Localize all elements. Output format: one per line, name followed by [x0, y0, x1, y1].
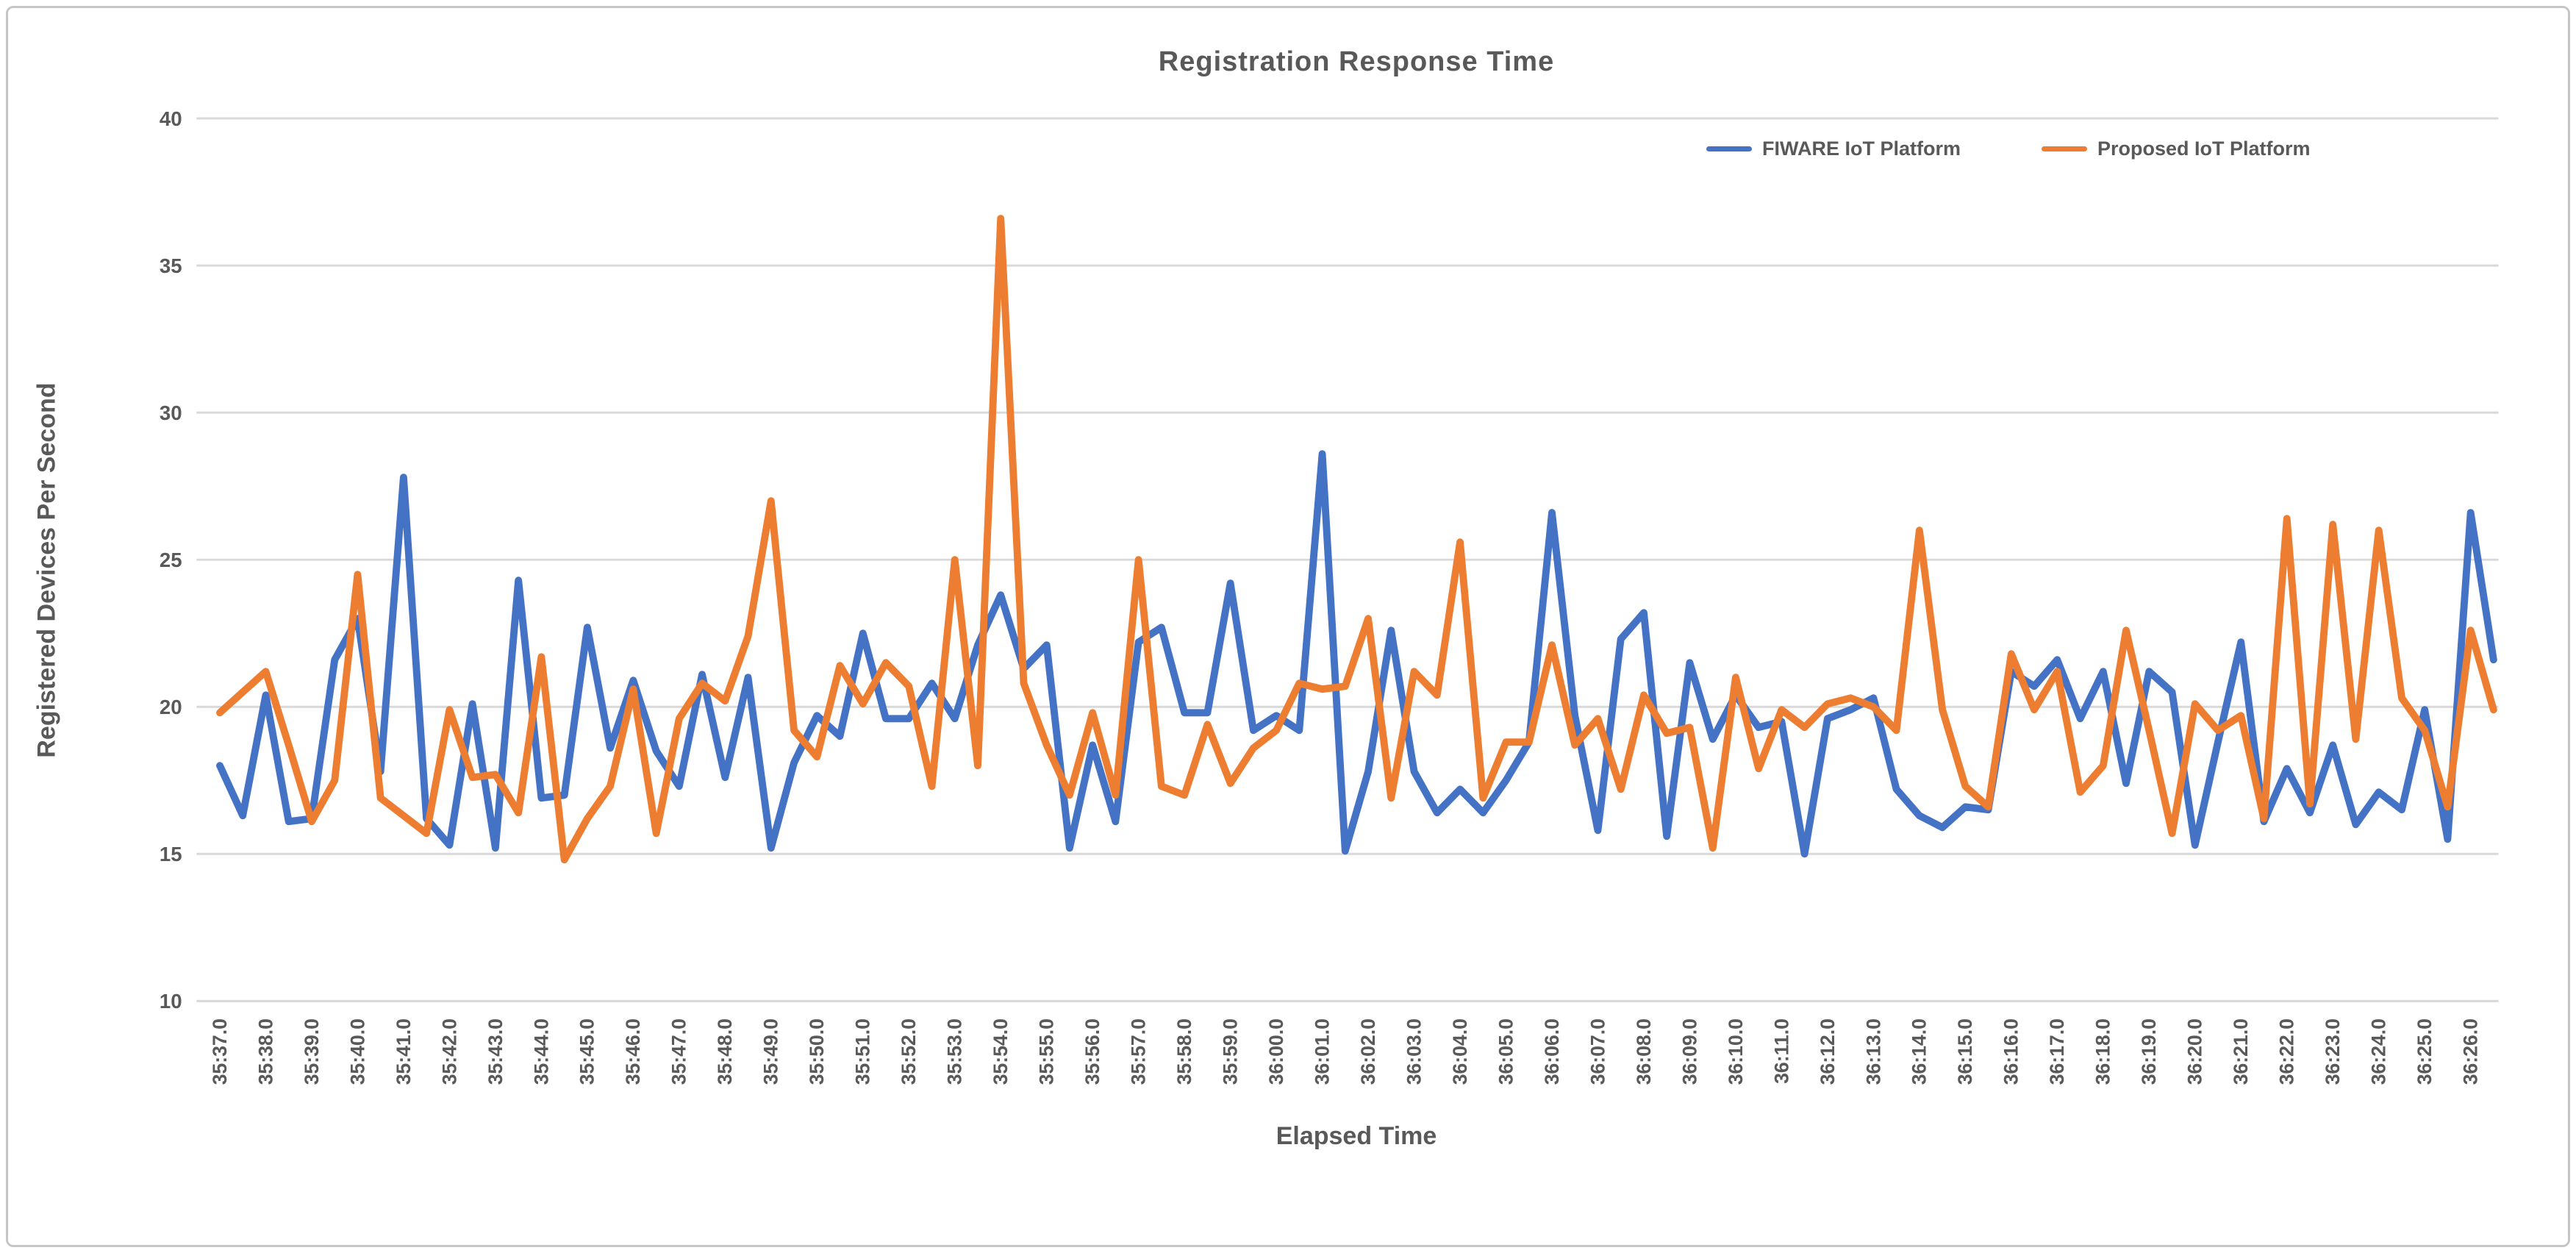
x-tick-label-36:10.0: 36:10.0	[1725, 1018, 1747, 1085]
x-tick-label-35:43.0: 35:43.0	[484, 1018, 507, 1085]
fiware-line-swatch	[1706, 146, 1752, 151]
legend-item-proposed[interactable]: Proposed IoT Platform	[2042, 138, 2311, 160]
x-tick-label-36:12.0: 36:12.0	[1817, 1018, 1839, 1085]
proposed-line-swatch	[2042, 146, 2087, 151]
x-axis-title: Elapsed Time	[1276, 1122, 1437, 1150]
x-tick-label-35:50.0: 35:50.0	[806, 1018, 828, 1085]
y-tick-label-35: 35	[160, 254, 182, 277]
y-tick-label-40: 40	[160, 107, 182, 130]
x-tick-label-35:54.0: 35:54.0	[990, 1018, 1012, 1085]
x-tick-label-36:24.0: 36:24.0	[2368, 1018, 2390, 1085]
x-tick-label-35:42.0: 35:42.0	[438, 1018, 460, 1085]
x-tick-label-35:59.0: 35:59.0	[1220, 1018, 1242, 1085]
x-tick-label-35:47.0: 35:47.0	[668, 1018, 690, 1085]
x-tick-label-36:03.0: 36:03.0	[1403, 1018, 1425, 1085]
x-tick-label-36:04.0: 36:04.0	[1449, 1018, 1471, 1085]
chart-title: Registration Response Time	[1158, 46, 1555, 77]
x-tick-label-36:06.0: 36:06.0	[1541, 1018, 1563, 1085]
y-tick-label-10: 10	[160, 990, 182, 1013]
x-tick-label-35:39.0: 35:39.0	[301, 1018, 323, 1085]
x-tick-label-35:46.0: 35:46.0	[622, 1018, 644, 1085]
x-tick-label-36:11.0: 36:11.0	[1770, 1018, 1792, 1084]
x-tick-label-36:18.0: 36:18.0	[2092, 1018, 2114, 1085]
x-tick-label-36:23.0: 36:23.0	[2322, 1018, 2344, 1085]
x-tick-label-36:05.0: 36:05.0	[1495, 1018, 1517, 1085]
x-tick-label-35:58.0: 35:58.0	[1173, 1018, 1195, 1085]
x-tick-label-35:45.0: 35:45.0	[576, 1018, 598, 1085]
x-tick-label-36:22.0: 36:22.0	[2276, 1018, 2298, 1085]
x-tick-label-35:53.0: 35:53.0	[944, 1018, 966, 1085]
x-tick-label-35:38.0: 35:38.0	[254, 1018, 276, 1085]
x-tick-label-35:56.0: 35:56.0	[1081, 1018, 1103, 1085]
x-tick-label-36:19.0: 36:19.0	[2138, 1018, 2160, 1085]
x-tick-label-36:08.0: 36:08.0	[1633, 1018, 1655, 1085]
x-tick-label-36:25.0: 36:25.0	[2414, 1018, 2436, 1085]
x-tick-label-35:55.0: 35:55.0	[1036, 1018, 1058, 1085]
x-tick-label-36:14.0: 36:14.0	[1908, 1018, 1931, 1085]
y-tick-label-25: 25	[160, 549, 182, 571]
x-tick-label-35:44.0: 35:44.0	[530, 1018, 552, 1085]
x-tick-label-36:01.0: 36:01.0	[1311, 1018, 1333, 1085]
x-tick-label-35:57.0: 35:57.0	[1128, 1018, 1150, 1085]
y-tick-label-30: 30	[160, 401, 182, 424]
y-tick-label-15: 15	[160, 843, 182, 865]
x-tick-label-35:37.0: 35:37.0	[209, 1018, 231, 1085]
x-tick-label-36:16.0: 36:16.0	[2000, 1018, 2022, 1085]
series-line-proposed	[216, 215, 2497, 864]
x-tick-label-36:17.0: 36:17.0	[2046, 1018, 2068, 1085]
x-tick-label-36:09.0: 36:09.0	[1678, 1018, 1700, 1085]
x-tick-label-35:49.0: 35:49.0	[760, 1018, 782, 1085]
x-tick-label-35:48.0: 35:48.0	[714, 1018, 736, 1085]
series-line-fiware	[216, 450, 2497, 858]
x-tick-label-35:41.0: 35:41.0	[393, 1018, 415, 1085]
legend: FIWARE IoT Platform Proposed IoT Platfor…	[1706, 138, 2311, 160]
x-tick-label-36:02.0: 36:02.0	[1357, 1018, 1379, 1085]
x-tick-label-36:26.0: 36:26.0	[2460, 1018, 2482, 1085]
x-tick-label-36:21.0: 36:21.0	[2230, 1018, 2252, 1085]
x-tick-label-35:40.0: 35:40.0	[346, 1018, 368, 1085]
y-axis-title: Registered Devices Per Second	[32, 382, 61, 758]
x-tick-label-36:13.0: 36:13.0	[1862, 1018, 1884, 1085]
line-chart-plot: 10 15 20 25 30 35 40 35:37.0 35:38.0 35:39.0 35:40…	[160, 107, 2499, 1085]
x-tick-label-35:52.0: 35:52.0	[898, 1018, 920, 1085]
y-tick-label-20: 20	[160, 696, 182, 718]
legend-item-fiware[interactable]: FIWARE IoT Platform	[1706, 138, 1961, 160]
x-tick-label-36:00.0: 36:00.0	[1265, 1018, 1287, 1085]
legend-label-fiware: FIWARE IoT Platform	[1762, 138, 1961, 160]
legend-label-proposed: Proposed IoT Platform	[2097, 138, 2311, 160]
x-tick-label-36:20.0: 36:20.0	[2184, 1018, 2206, 1085]
x-tick-label-36:15.0: 36:15.0	[1954, 1018, 1976, 1085]
chart-frame: 10 15 20 25 30 35 40 35:37.0 35:38.0 35:39.0 35:40…	[6, 6, 2570, 1247]
x-tick-label-36:07.0: 36:07.0	[1586, 1018, 1609, 1085]
x-tick-label-35:51.0: 35:51.0	[852, 1018, 874, 1085]
